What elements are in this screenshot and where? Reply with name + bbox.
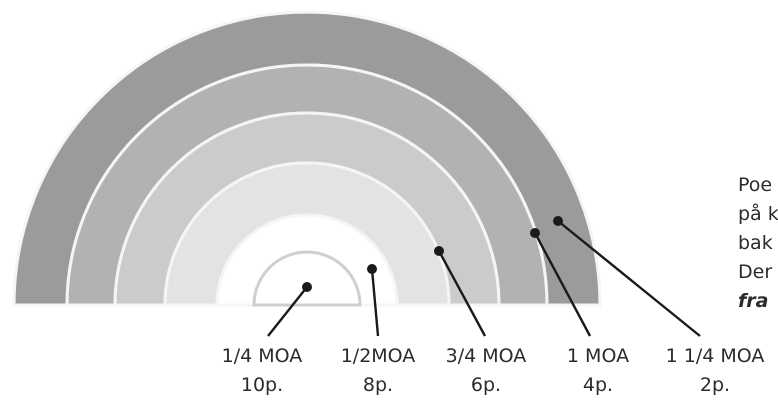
side-text-line-3: bak	[738, 232, 773, 254]
leader-line-3-4-moa	[437, 250, 487, 337]
label-moa-1-4: 1/4 MOA	[222, 345, 303, 367]
leader-line-1-4-moa	[267, 286, 308, 337]
marker-dot-1-2-moa	[367, 264, 377, 274]
side-text-line-1: Poe	[738, 174, 772, 196]
leader-line-1-moa	[533, 232, 592, 337]
label-moa-3-4: 3/4 MOA	[446, 345, 527, 367]
ring-labels: 1/4 MOA 10p. 1/2MOA 8p. 3/4 MOA 6p. 1 MO…	[222, 345, 765, 396]
label-points-1: 4p.	[583, 374, 613, 396]
side-text-line-2: på k	[738, 202, 778, 225]
marker-dot-1-1-4-moa	[553, 216, 563, 226]
label-points-1-1-4: 2p.	[700, 374, 730, 396]
leader-line-1-2-moa	[370, 268, 380, 337]
side-text-emphasis: fra	[738, 290, 768, 312]
marker-dot-1-moa	[530, 228, 540, 238]
label-points-1-4: 10p.	[241, 374, 283, 396]
leader-lines	[267, 220, 701, 337]
side-text-line-4: Der	[738, 261, 772, 283]
target-rings	[12, 10, 602, 307]
label-moa-1-1-4: 1 1/4 MOA	[666, 345, 765, 367]
ring-markers	[302, 216, 563, 292]
label-points-1-2: 8p.	[363, 374, 393, 396]
label-moa-1-2: 1/2MOA	[341, 345, 416, 367]
label-moa-1: 1 MOA	[567, 345, 629, 367]
side-text-block: Poe på k bak Der fra	[738, 174, 778, 312]
leader-line-1-1-4-moa	[557, 220, 701, 337]
label-points-3-4: 6p.	[471, 374, 501, 396]
marker-dot-1-4-moa	[302, 282, 312, 292]
bullseye-center	[252, 250, 362, 307]
marker-dot-3-4-moa	[434, 246, 444, 256]
